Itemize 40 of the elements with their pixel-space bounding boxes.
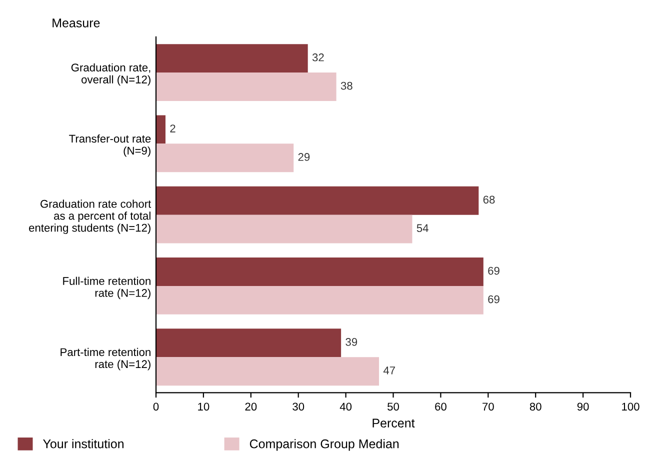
data-label: 54: [416, 224, 428, 232]
bar: [156, 286, 484, 314]
bar: [156, 186, 479, 215]
x-tick-label: 70: [482, 402, 494, 411]
legend-label: Your institution: [43, 439, 124, 448]
data-label: 38: [340, 82, 352, 90]
data-label: 69: [488, 266, 500, 275]
x-tick-label: 30: [292, 402, 304, 411]
data-label: 29: [298, 153, 310, 161]
bar: [156, 115, 166, 144]
bar: [156, 258, 484, 286]
y-tick-label: Part-time retention rate (N=12): [60, 348, 150, 370]
data-label: 39: [346, 338, 358, 346]
x-tick-label: 20: [245, 402, 257, 411]
x-tick-label: 50: [388, 402, 399, 411]
bar: [156, 72, 336, 101]
bar: [156, 357, 380, 386]
bar: [156, 144, 294, 172]
y-tick-label: Full-time retention rate (N=12): [63, 276, 150, 300]
bar: [156, 328, 342, 358]
legend-label: Comparison Group Median: [250, 439, 399, 451]
x-axis-title: Percent: [372, 418, 415, 428]
data-label: 32: [312, 53, 324, 62]
data-label: 2: [170, 124, 176, 132]
y-tick-label: Graduation rate cohort as a percent of total entering students (N=12): [29, 200, 152, 234]
y-tick-label: Graduation rate, overall (N=12): [71, 63, 150, 86]
x-tick-label: 40: [340, 402, 352, 411]
bar: [156, 214, 412, 244]
data-label: 68: [483, 196, 495, 204]
y-axis-title: Measure: [52, 18, 100, 28]
x-tick-label: 90: [577, 402, 589, 411]
x-tick-label: 60: [435, 402, 446, 411]
bar: [156, 44, 308, 73]
data-label: 69: [488, 295, 500, 304]
x-tick-label: 10: [198, 402, 210, 411]
y-tick-label: Transfer-out rate (N=9): [69, 134, 151, 157]
x-tick-label: 100: [622, 402, 640, 411]
x-tick-label: 80: [530, 402, 542, 411]
x-tick-label: 0: [153, 402, 159, 411]
data-label: 47: [383, 366, 395, 374]
